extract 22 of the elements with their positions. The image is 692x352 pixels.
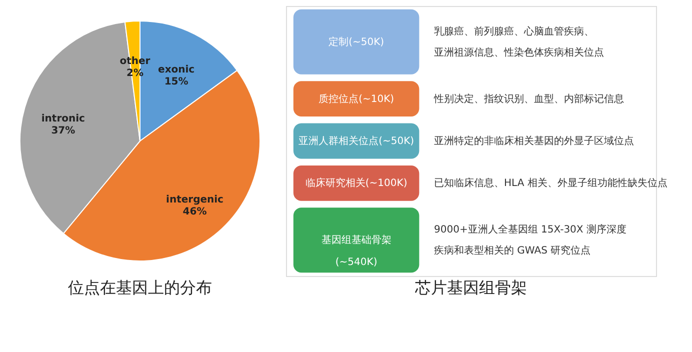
category-label: 基因组基础骨架 (~540K) [321,234,392,268]
data-label: 15% [164,76,188,88]
data-label: 37% [51,126,76,137]
category-label: 临床研究相关(~100K) [305,177,408,190]
category-label: 质控位点(~10K) [318,92,394,105]
slice-label: other [120,56,150,68]
text: 乳腺癌、前列腺癌、心脑血管疾病、 [434,26,594,38]
text: 9000+亚洲人全基因组 15X-30X 测序深度 [434,224,626,236]
text: 性别决定、指纹识别、血型、内部标记信息 [434,94,624,105]
slice-label: intronic [41,114,86,125]
data-label: 2% [126,68,144,80]
text: 芯片基因组骨架 [414,279,527,297]
slice-label: exonic [158,64,195,76]
slice-label: intergenic [166,194,224,206]
text: 疾病和表型相关的 GWAS 研究位点 [434,246,591,257]
text: 亚洲特定的非临床相关基因的外显子区域位点 [434,136,634,147]
text: 位点在基因上的分布 [68,279,212,297]
text: 已知临床信息、HLA 相关、外显子组功能性缺失位点 [434,178,668,190]
category-label: 定制(~50K) [328,36,384,48]
category-label: 亚洲人群相关位点(~50K) [298,135,414,147]
data-label: 46% [182,206,207,218]
text: 亚洲祖源信息、性染色体疾病相关位点 [434,47,604,58]
